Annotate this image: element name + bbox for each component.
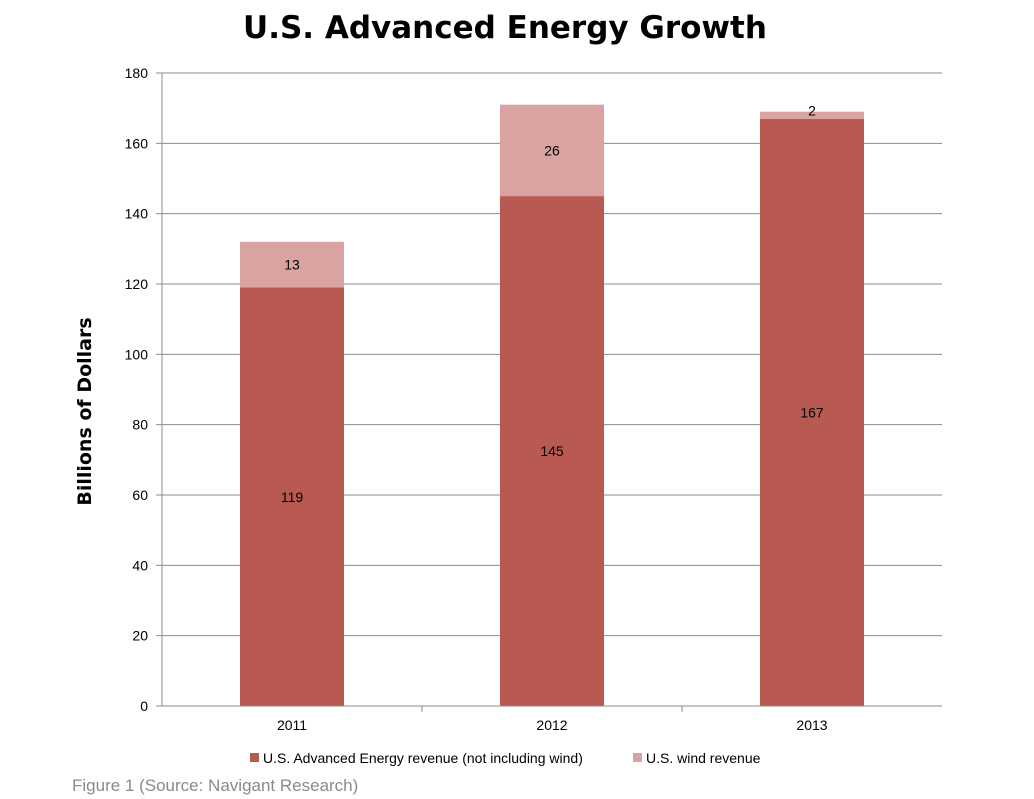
x-tick-label: 2011 — [277, 717, 307, 733]
y-tick-label: 0 — [140, 698, 148, 714]
data-label: 13 — [284, 257, 300, 273]
bar-segment — [760, 111, 864, 119]
legend-swatch — [250, 753, 259, 762]
y-tick-label: 120 — [125, 276, 149, 292]
legend-label: U.S. Advanced Energy revenue (not includ… — [263, 750, 583, 766]
data-label: 145 — [540, 443, 564, 459]
x-tick-label: 2013 — [796, 717, 827, 733]
data-label: 26 — [544, 142, 560, 158]
y-tick-label: 20 — [132, 628, 148, 644]
data-label: 167 — [800, 404, 824, 420]
data-labels: 119 13 145 26 167 2 — [281, 103, 824, 505]
bar-segment — [240, 287, 344, 706]
chart-title: U.S. Advanced Energy Growth — [243, 10, 767, 46]
legend-swatch — [633, 753, 642, 762]
y-tick-label: 40 — [132, 557, 148, 573]
y-tick-label: 60 — [132, 487, 148, 503]
bars — [240, 104, 864, 707]
x-tick-label: 2012 — [536, 717, 567, 733]
y-tick-label: 100 — [125, 346, 149, 362]
bar-segment — [240, 241, 344, 288]
y-tick-label: 80 — [132, 417, 148, 433]
y-axis-title: Billions of Dollars — [74, 317, 96, 505]
axes: 0 20 40 60 80 100 120 140 160 180 Billions of Doll… — [74, 65, 942, 733]
y-tick-label: 180 — [125, 65, 149, 81]
y-tick-label: 140 — [125, 206, 149, 222]
data-label: 2 — [808, 103, 816, 119]
bar-segment — [500, 104, 604, 197]
legend-label: U.S. wind revenue — [646, 750, 761, 766]
y-tick-label: 160 — [125, 135, 149, 151]
figure-caption: Figure 1 (Source: Navigant Research) — [72, 776, 359, 795]
legend: U.S. Advanced Energy revenue (not includ… — [250, 750, 761, 766]
bar-segment — [760, 118, 864, 706]
data-label: 119 — [281, 489, 304, 505]
bar-segment — [500, 196, 604, 707]
